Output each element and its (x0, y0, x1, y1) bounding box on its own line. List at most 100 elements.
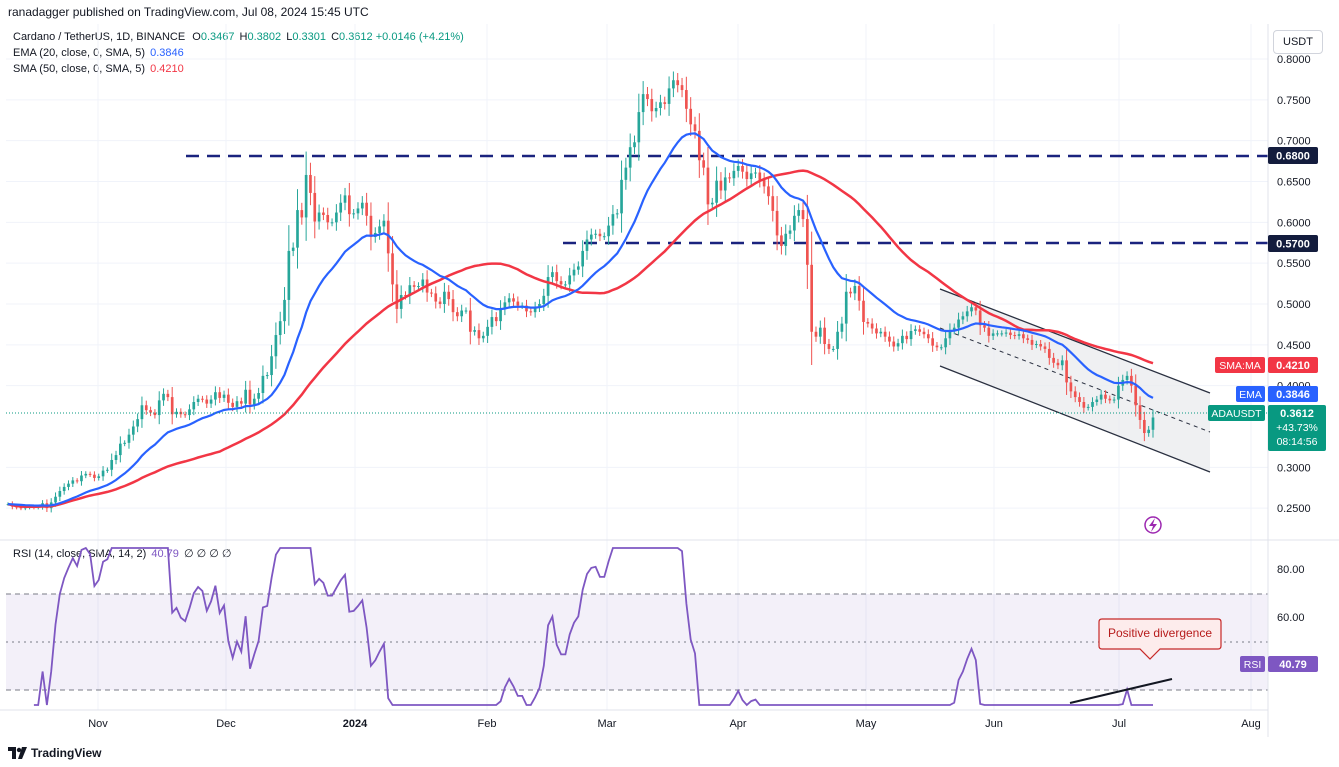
candle-body (935, 345, 939, 348)
candle-body (157, 400, 161, 416)
candle-body (1004, 332, 1008, 334)
candle-body (162, 393, 165, 401)
time-tick: 2024 (343, 718, 368, 730)
candle-body (542, 295, 546, 304)
candle-body (870, 323, 874, 329)
rsi-legend-value: 40.79 (151, 548, 179, 560)
candle-body (866, 321, 870, 324)
candle-body (939, 347, 943, 349)
symbol-title: Cardano / TetherUS, 1D, BINANCE (13, 31, 186, 43)
time-tick: Jun (985, 718, 1003, 730)
candle-body (633, 142, 636, 148)
candle-body (585, 239, 589, 251)
candle-body (961, 316, 965, 320)
ohlc-high-label: H (239, 31, 248, 43)
candle-body (101, 470, 105, 477)
candle-body (481, 335, 485, 339)
candle-body (1030, 339, 1034, 345)
rsi-badge-tag: RSI (1244, 659, 1262, 671)
current-price: 0.3612 (1280, 408, 1314, 420)
candle-body (641, 94, 645, 113)
candle-body (568, 275, 572, 285)
candle-body (620, 179, 623, 214)
sma-badge-tag: SMA:MA (1219, 360, 1260, 372)
candle-body (378, 226, 381, 233)
candle-body (75, 480, 79, 482)
candle-body (1043, 346, 1047, 349)
candle-body (62, 486, 66, 492)
candle-body (464, 310, 468, 312)
time-tick: May (856, 718, 877, 730)
ohlc-low: 0.3301 (292, 31, 326, 43)
candle-body (322, 212, 325, 215)
candle-body (840, 323, 844, 332)
candle-body (697, 130, 701, 161)
candle-body (434, 293, 438, 302)
candle-body (196, 398, 200, 402)
candle-body (395, 284, 399, 309)
candle-body (538, 304, 541, 308)
candle-body (784, 233, 788, 247)
candle-body (309, 174, 312, 193)
candle-body (261, 375, 265, 394)
candle-body (589, 234, 593, 240)
candle-body (412, 285, 416, 287)
candle-body (594, 233, 597, 235)
candle-body (581, 250, 584, 267)
candle-body (572, 269, 576, 276)
currency-button[interactable]: USDT (1273, 30, 1323, 54)
candle-body (987, 327, 991, 336)
time-axis[interactable]: Nov Dec 2024 Feb Mar Apr May Jun Jul Aug (88, 718, 1261, 730)
candle-body (689, 108, 693, 125)
candle-body (218, 392, 222, 398)
rsi-legend-extra: ∅ ∅ ∅ ∅ (183, 548, 232, 560)
candle-body (922, 331, 926, 335)
candle-body (983, 325, 986, 328)
candle-body (598, 233, 602, 237)
candle-body (685, 90, 688, 109)
candle-body (438, 301, 442, 304)
price-tick: 0.5500 (1277, 258, 1311, 270)
lightning-icon[interactable] (1144, 516, 1162, 534)
candle-body (1147, 429, 1151, 434)
rsi-tick-80: 80.00 (1277, 564, 1305, 576)
candle-body (559, 281, 563, 285)
candle-body (1143, 419, 1146, 434)
rsi-scale[interactable]: 80.00 60.00 (1277, 564, 1305, 624)
candle-body (736, 165, 740, 171)
tradingview-logo[interactable]: TradingView (8, 746, 101, 760)
price-tick: 0.7000 (1277, 136, 1311, 148)
price-tick: 0.8000 (1277, 54, 1311, 66)
positive-divergence-callout[interactable]: Positive divergence (1098, 618, 1222, 660)
candle-body (533, 307, 537, 313)
candle-body (214, 392, 217, 400)
candle-body (339, 202, 343, 213)
ema-badge: EMA 0.3846 (1236, 386, 1318, 402)
candle-body (1104, 394, 1107, 399)
symbol-price-badge: ADAUSDT 0.3612 +43.73% 08:14:56 (1208, 405, 1326, 451)
candle-body (650, 99, 654, 112)
candle-body (810, 264, 813, 332)
candle-body (265, 375, 269, 377)
candle-body (978, 310, 982, 326)
candle-body (883, 331, 887, 337)
candle-body (1009, 332, 1012, 336)
candle-body (1000, 333, 1004, 335)
ohlc-open-label: O (192, 31, 201, 43)
candle-body (1035, 344, 1038, 346)
candle-body (1091, 402, 1094, 407)
candle-body (1022, 334, 1025, 339)
candle-body (1078, 397, 1081, 402)
rsi-line (33, 546, 1153, 707)
candle-body (667, 88, 671, 104)
candle-body (1069, 382, 1073, 392)
candle-body (443, 291, 446, 304)
candle-body (473, 330, 476, 332)
price-tick: 0.5000 (1277, 299, 1311, 311)
price-scale[interactable]: 0.8000 0.7500 0.7000 0.6500 0.6000 0.5500 0.50… (1277, 54, 1311, 515)
ohlc-low-label: L (286, 31, 293, 43)
candle-body (391, 253, 394, 285)
ema-legend-label: EMA (20, close, 0, SMA, 5) (13, 47, 146, 59)
candle-body (741, 165, 744, 172)
